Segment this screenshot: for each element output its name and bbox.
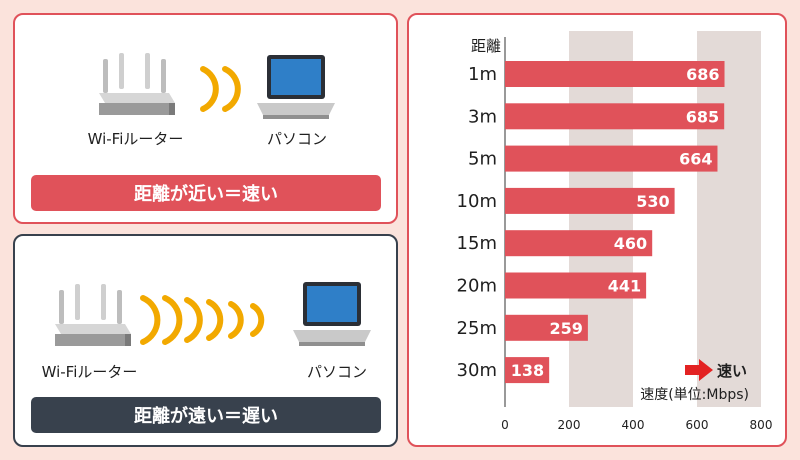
bar-15m [505, 230, 653, 257]
bar-value-label: 138 [511, 361, 544, 380]
x-tick-label: 200 [558, 418, 581, 432]
bar-20m [505, 272, 647, 299]
far-distance-panel: Wi-Fiルーター パソコン 距離が遠い＝遅い [13, 234, 398, 447]
far-banner: 距離が遠い＝遅い [31, 397, 381, 433]
wifi-signal-icon [140, 295, 265, 345]
bar-value-label: 686 [686, 65, 719, 84]
laptop-icon [257, 55, 335, 119]
speed-legend: 速い 速度(単位:Mbps) [640, 359, 749, 403]
category-label: 20m [457, 276, 497, 297]
bar-value-label: 259 [549, 319, 582, 338]
bar-value-label: 664 [679, 150, 712, 169]
near-distance-panel: Wi-Fiルーター パソコン 距離が近い＝速い [13, 13, 398, 224]
x-tick-label: 400 [622, 418, 645, 432]
bar-value-label: 530 [636, 192, 669, 211]
router-icon [55, 284, 131, 346]
category-label: 5m [468, 149, 497, 170]
category-label: 10m [457, 191, 497, 212]
speed-bar-chart: 距離 686 1m 685 3m 664 5m 530 10m 460 15m 441 20m 259 2… [457, 31, 773, 432]
category-axis-title: 距離 [471, 37, 501, 55]
x-tick-label: 800 [750, 418, 773, 432]
category-label: 1m [468, 64, 497, 85]
wifi-signal-icon [200, 66, 241, 112]
category-label: 25m [457, 318, 497, 339]
bar-10m [505, 187, 675, 214]
speed-chart-panel: 距離 686 1m 685 3m 664 5m 530 10m 460 15m 441 20m 259 2… [407, 13, 787, 447]
bar-value-label: 685 [686, 107, 719, 126]
category-label: 3m [468, 106, 497, 127]
router-label: Wi-Fiルーター [41, 363, 138, 381]
arrow-right-icon [685, 359, 713, 381]
category-label: 15m [457, 233, 497, 254]
grid-band [569, 31, 633, 407]
router-icon [99, 53, 175, 115]
bar-25m [505, 314, 588, 341]
grid-band [505, 31, 569, 407]
bar-5m [505, 145, 718, 172]
bar-1m [505, 61, 725, 87]
bar-value-label: 441 [608, 277, 641, 296]
router-label: Wi-Fiルーター [87, 130, 184, 148]
bar-value-label: 460 [614, 234, 647, 253]
x-axis-label: 速度(単位:Mbps) [640, 387, 749, 403]
faster-annotation: 速い [717, 362, 747, 380]
pc-label: パソコン [306, 363, 367, 381]
laptop-icon [293, 282, 371, 346]
x-tick-label: 0 [501, 418, 509, 432]
near-banner: 距離が近い＝速い [31, 175, 381, 211]
category-label: 30m [457, 360, 497, 381]
bar-30m [505, 357, 550, 384]
bar-3m [505, 103, 725, 130]
pc-label: パソコン [266, 130, 327, 148]
grid-band [697, 31, 761, 407]
x-tick-label: 600 [686, 418, 709, 432]
grid-band [633, 31, 697, 407]
